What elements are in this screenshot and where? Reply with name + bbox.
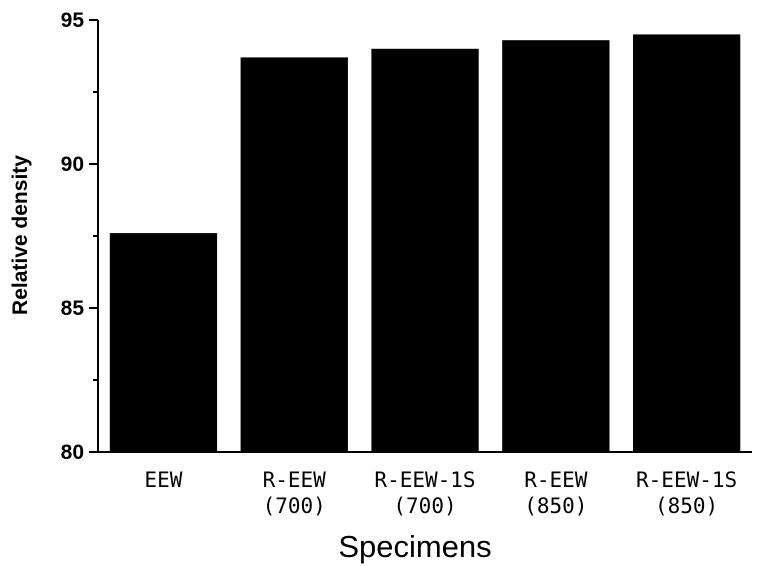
- y-tick-label: 80: [61, 441, 84, 464]
- category-label: (850): [655, 494, 718, 518]
- bar: [502, 40, 610, 452]
- bar: [109, 233, 218, 452]
- category-label: R-EEW-1S: [374, 468, 475, 492]
- category-label: (700): [393, 494, 456, 518]
- category-label: R-EEW: [524, 468, 588, 492]
- bar: [371, 48, 479, 453]
- y-axis-title: Relative density: [9, 155, 32, 315]
- bar: [240, 57, 348, 453]
- category-label: EEW: [144, 468, 182, 492]
- x-axis-title: Specimens: [338, 529, 491, 564]
- bars: [109, 34, 741, 453]
- category-label: (700): [263, 494, 326, 518]
- category-label: R-EEW-1S: [636, 468, 737, 492]
- ticks: 80 85 90 95: [61, 9, 98, 464]
- category-label: R-EEW: [263, 468, 327, 492]
- category-labels: EEW R-EEW(700)R-EEW-1S(700)R-EEW(850)R-EE…: [144, 468, 737, 518]
- category-label: (850): [524, 494, 587, 518]
- bar: [633, 34, 741, 453]
- y-tick-label: 85: [61, 297, 85, 320]
- y-tick-label: 95: [61, 9, 85, 32]
- y-tick-label: 90: [61, 153, 84, 176]
